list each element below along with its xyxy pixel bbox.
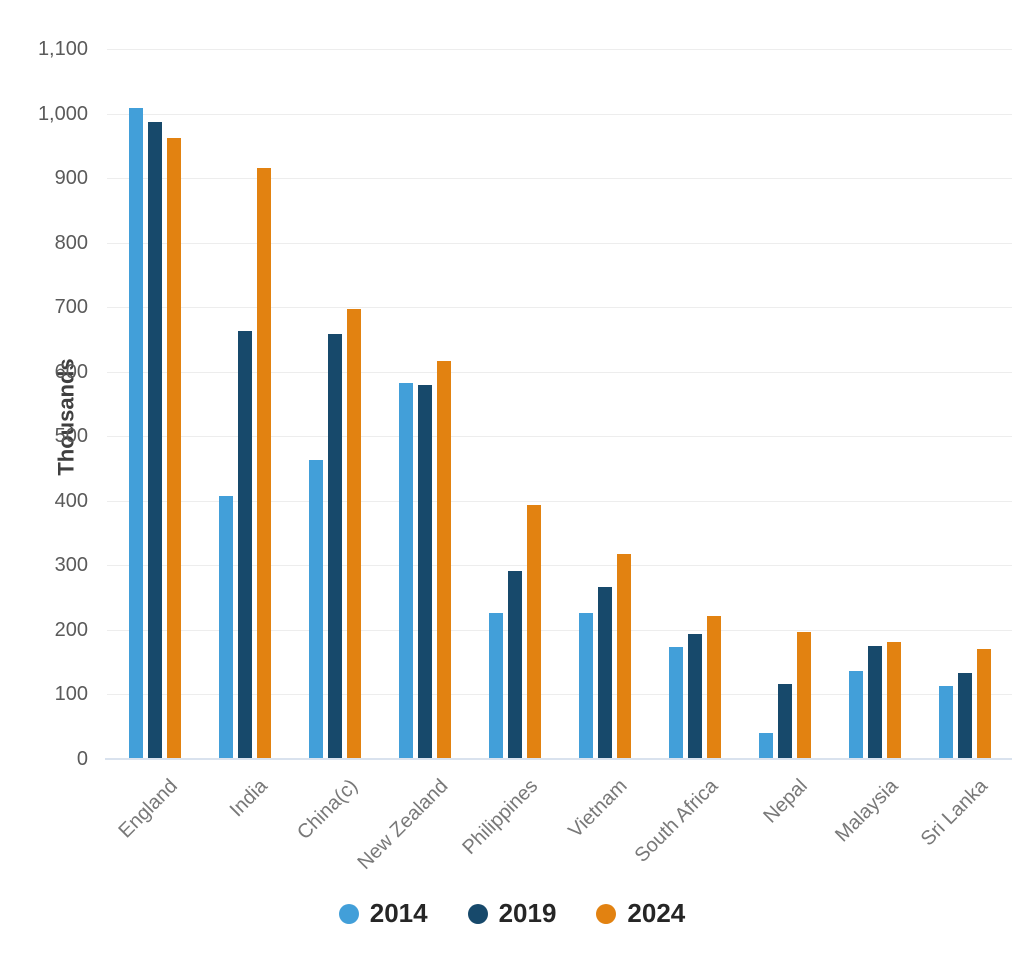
bar-2014-south-africa bbox=[668, 647, 683, 759]
y-tick-label-1-100: 1,100 bbox=[37, 38, 88, 60]
y-tick-label-0: 0 bbox=[76, 748, 88, 770]
y-tick-label-400: 400 bbox=[54, 489, 88, 512]
bar-2019-south-africa bbox=[687, 633, 702, 759]
bar-2019-india bbox=[237, 331, 252, 759]
gridline-100 bbox=[107, 694, 1012, 696]
y-tick-label-900: 900 bbox=[54, 167, 88, 190]
x-label-south-africa: South Africa bbox=[630, 775, 723, 867]
bar-2014-nepal bbox=[758, 732, 773, 759]
bar-2014-philippines bbox=[488, 612, 503, 759]
gridline-200 bbox=[107, 629, 1012, 631]
legend-label-2024: 2024 bbox=[627, 898, 686, 928]
bar-2014-vietnam bbox=[578, 613, 593, 759]
legend-color-dot-2019 bbox=[467, 903, 488, 924]
legend-item-2024[interactable]: 2024 bbox=[596, 898, 685, 929]
bar-2024-new-zealand bbox=[436, 360, 451, 759]
bar-2024-china-c bbox=[346, 308, 361, 759]
x-label-sri-lanka: Sri Lanka bbox=[916, 775, 993, 851]
y-tick-label-700: 700 bbox=[54, 296, 88, 319]
legend-item-2019[interactable]: 2019 bbox=[467, 898, 557, 929]
plot-area bbox=[105, 49, 1012, 760]
bar-2019-england bbox=[147, 121, 162, 759]
x-label-malaysia: Malaysia bbox=[830, 775, 903, 847]
bar-2019-china-c bbox=[327, 333, 342, 759]
bar-2024-malaysia bbox=[886, 641, 901, 759]
legend-label-2019: 2019 bbox=[498, 898, 557, 928]
legend-label-2014: 2014 bbox=[369, 898, 428, 928]
x-label-nepal: Nepal bbox=[759, 775, 813, 828]
x-label-china-c: China(c) bbox=[293, 775, 363, 844]
bar-2019-sri-lanka bbox=[957, 672, 972, 759]
gridline-1100 bbox=[107, 49, 1012, 50]
y-tick-label-800: 800 bbox=[54, 231, 88, 254]
bar-2014-china-c bbox=[308, 459, 323, 759]
y-tick-label-200: 200 bbox=[54, 618, 88, 641]
bar-2019-nepal bbox=[777, 683, 792, 759]
bar-2014-india bbox=[218, 495, 233, 759]
legend: 2014 2019 2024 bbox=[0, 898, 1024, 929]
bar-2024-sri-lanka bbox=[976, 648, 991, 759]
x-label-india: India bbox=[225, 775, 273, 822]
bar-2024-philippines bbox=[526, 504, 541, 759]
legend-color-dot-2024 bbox=[596, 903, 617, 924]
gridline-400 bbox=[107, 500, 1012, 502]
bar-2024-nepal bbox=[796, 631, 811, 759]
bar-2014-england bbox=[128, 108, 143, 759]
legend-item-2014[interactable]: 2014 bbox=[338, 898, 428, 929]
x-label-vietnam: Vietnam bbox=[564, 775, 633, 843]
x-label-philippines: Philippines bbox=[458, 775, 543, 859]
x-axis-line bbox=[105, 758, 1012, 760]
gridline-500 bbox=[107, 436, 1012, 438]
x-label-england: England bbox=[114, 775, 183, 843]
y-tick-label-100: 100 bbox=[54, 683, 88, 706]
bar-2019-malaysia bbox=[867, 646, 882, 759]
bar-2024-england bbox=[166, 138, 181, 759]
bar-2024-vietnam bbox=[616, 553, 631, 759]
bar-2014-sri-lanka bbox=[938, 686, 953, 759]
gridline-800 bbox=[107, 242, 1012, 244]
gridline-1000 bbox=[107, 113, 1012, 115]
gridline-600 bbox=[107, 371, 1012, 373]
gridline-300 bbox=[107, 565, 1012, 567]
bar-2019-vietnam bbox=[597, 587, 612, 759]
bar-2024-india bbox=[256, 167, 271, 759]
x-label-new-zealand: New Zealand bbox=[353, 775, 453, 874]
bar-2019-philippines bbox=[507, 570, 522, 759]
y-tick-label-500: 500 bbox=[54, 425, 88, 448]
bar-2014-new-zealand bbox=[398, 383, 413, 759]
bar-2019-new-zealand bbox=[417, 385, 432, 759]
y-tick-label-1-000: 1,000 bbox=[37, 102, 88, 125]
bar-2024-south-africa bbox=[706, 615, 721, 759]
y-tick-label-600: 600 bbox=[54, 360, 88, 383]
gridline-900 bbox=[107, 178, 1012, 180]
gridline-700 bbox=[107, 307, 1012, 309]
bar-2014-malaysia bbox=[848, 670, 863, 759]
y-tick-label-300: 300 bbox=[54, 554, 88, 577]
legend-color-dot-2014 bbox=[338, 903, 359, 924]
